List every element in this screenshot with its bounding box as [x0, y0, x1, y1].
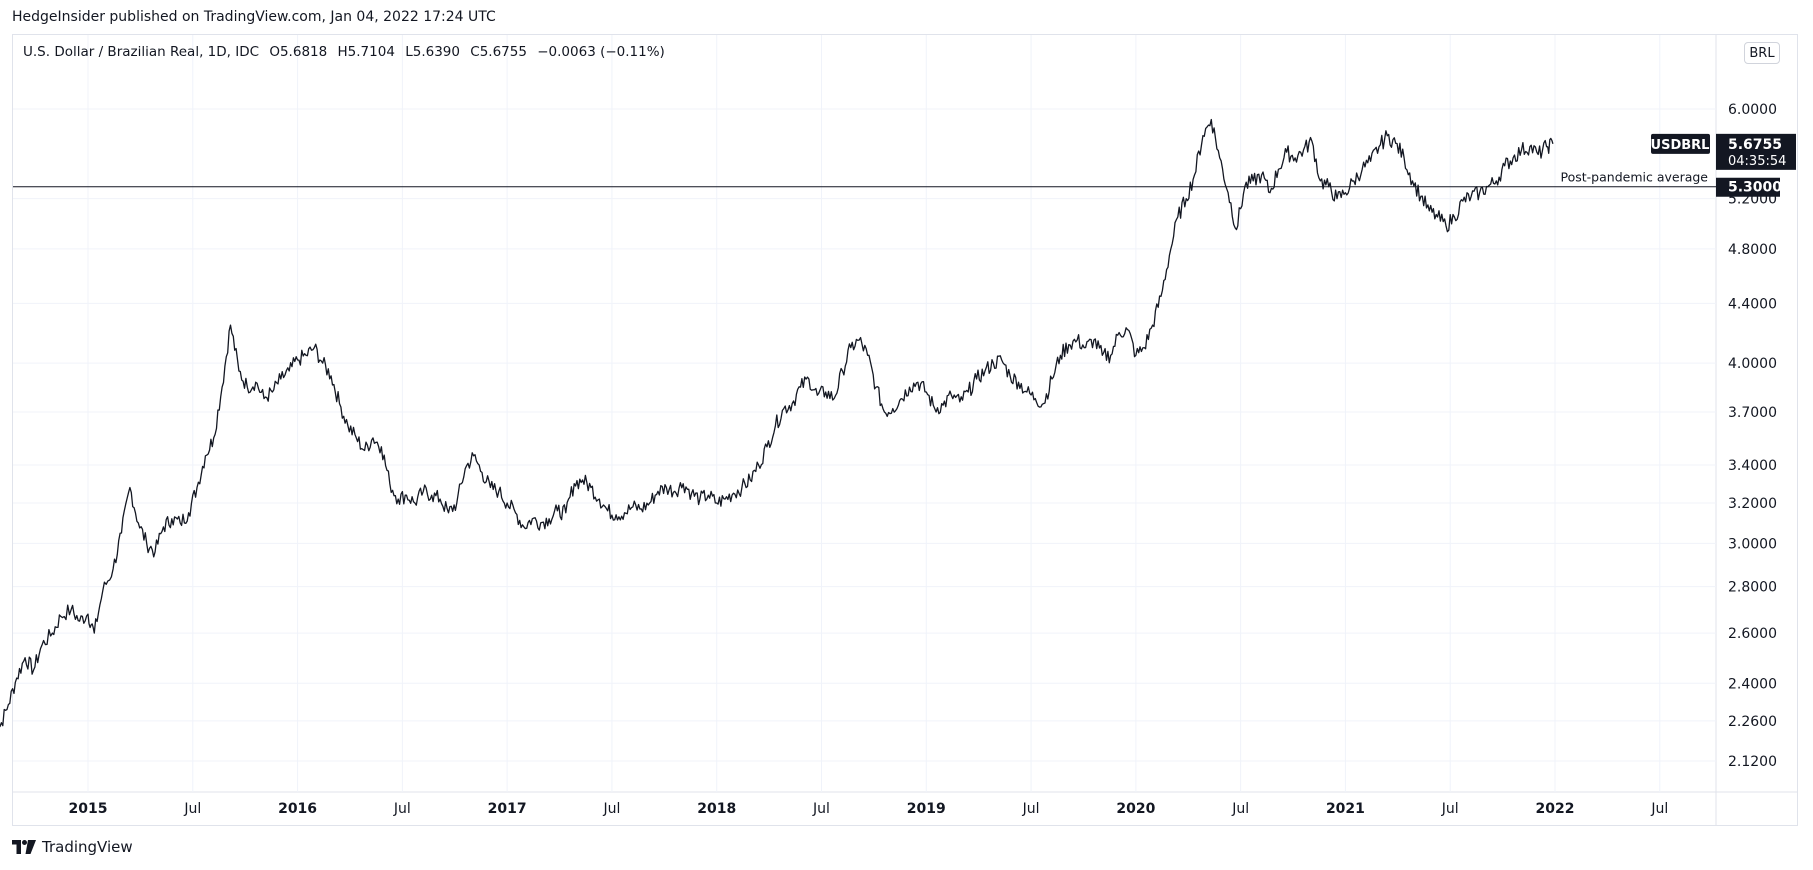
x-tick-label: Jul: [602, 801, 620, 817]
x-tick-label: 2016: [278, 801, 317, 817]
currency-button[interactable]: BRL: [1744, 42, 1780, 64]
y-tick-label: 2.4000: [1728, 676, 1777, 692]
x-tick-label: 2020: [1116, 801, 1155, 817]
legend-change: −0.0063 (−0.11%): [537, 44, 665, 60]
x-tick-label: Jul: [1231, 801, 1249, 817]
footer-brand: TradingView: [42, 838, 133, 856]
x-tick-label: Jul: [1650, 801, 1668, 817]
y-tick-label: 3.7000: [1728, 405, 1777, 421]
tradingview-icon: [12, 840, 36, 854]
post-pandemic-average-label: Post-pandemic average: [1561, 170, 1709, 185]
x-tick-label: Jul: [393, 801, 411, 817]
y-tick-label: 3.0000: [1728, 536, 1777, 552]
legend-high: H5.7104: [337, 44, 395, 60]
symbol-badge-label: USDBRL: [1651, 138, 1710, 153]
legend-close: C5.6755: [470, 44, 527, 60]
y-tick-label: 2.6000: [1728, 626, 1777, 642]
average-value-label: 5.3000: [1728, 180, 1782, 196]
symbol-badge: [1651, 133, 1710, 154]
legend-open: O5.6818: [269, 44, 328, 60]
x-tick-label: Jul: [812, 801, 830, 817]
x-tick-label: Jul: [1441, 801, 1459, 817]
y-tick-label: 3.4000: [1728, 458, 1777, 474]
y-tick-label: 4.0000: [1728, 356, 1777, 372]
y-tick-label: 3.2000: [1728, 496, 1777, 512]
y-tick-label: 2.1200: [1728, 754, 1777, 770]
y-tick-label: 2.2600: [1728, 714, 1777, 730]
price-series-line[interactable]: [0, 118, 1554, 728]
price-badge-value: 5.6755: [1728, 137, 1782, 153]
price-badge-countdown: 04:35:54: [1728, 154, 1786, 169]
x-tick-label: 2017: [488, 801, 527, 817]
average-value-badge: [1716, 177, 1780, 197]
x-tick-label: 2021: [1326, 801, 1365, 817]
symbol-legend: U.S. Dollar / Brazilian Real, 1D, IDC O5…: [23, 44, 671, 60]
x-tick-label: 2022: [1536, 801, 1575, 817]
published-note: HedgeInsider published on TradingView.co…: [12, 9, 496, 25]
price-badge: [1716, 133, 1796, 170]
y-tick-label: 2.8000: [1728, 580, 1777, 596]
x-tick-label: Jul: [1022, 801, 1040, 817]
x-tick-label: 2015: [69, 801, 108, 817]
x-tick-label: 2018: [697, 801, 736, 817]
y-tick-label: 6.0000: [1728, 102, 1777, 118]
chart-frame[interactable]: [12, 34, 1798, 826]
y-tick-label: 4.4000: [1728, 296, 1777, 312]
legend-low: L5.6390: [405, 44, 460, 60]
y-tick-label: 4.8000: [1728, 242, 1777, 258]
legend-title: U.S. Dollar / Brazilian Real, 1D, IDC: [23, 44, 260, 60]
x-tick-label: Jul: [183, 801, 201, 817]
tradingview-logo[interactable]: TradingView: [12, 838, 133, 856]
x-tick-label: 2019: [907, 801, 946, 817]
